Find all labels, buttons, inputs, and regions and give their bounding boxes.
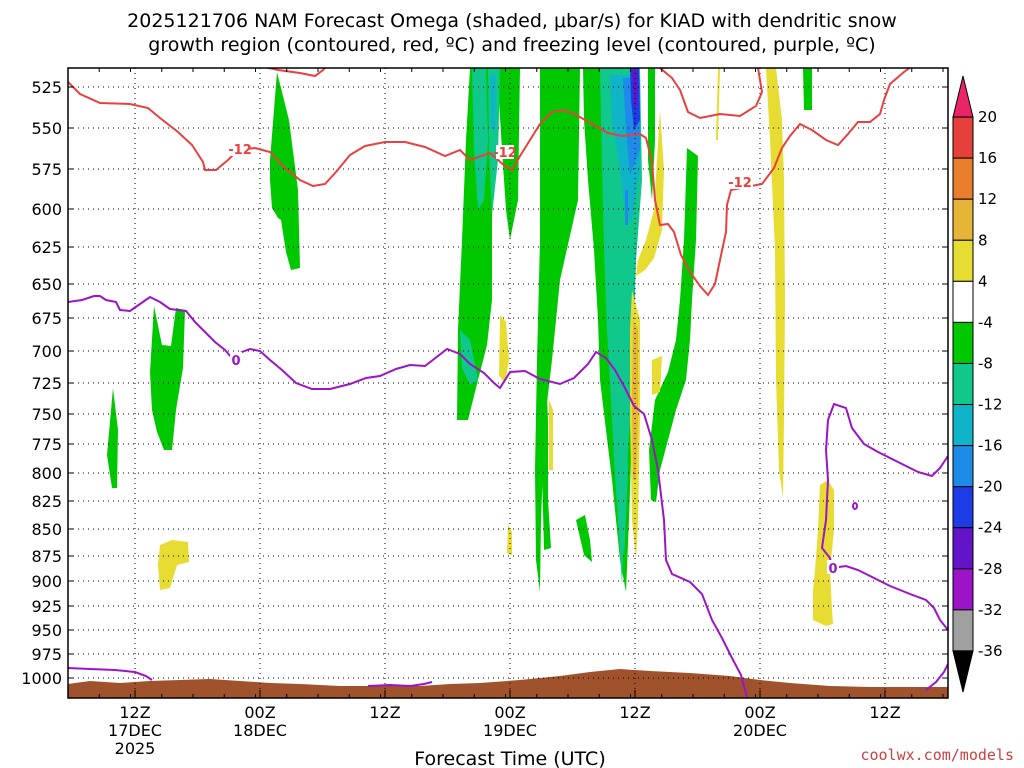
omega-shading-positive [158, 68, 834, 626]
y-tick-label: 550 [31, 119, 62, 138]
colorbar-label: -28 [978, 560, 1003, 578]
y-tick-label: 950 [31, 621, 62, 640]
grid-lines [68, 68, 948, 698]
colorbar-swatch [952, 157, 974, 200]
colorbar-label: -8 [978, 354, 993, 372]
dgz-contour-label-1: -12 [228, 143, 252, 158]
colorbar-label: -24 [978, 519, 1003, 537]
x-tick-label: 20DEC [733, 721, 787, 740]
chart-title-line1: 2025121706 NAM Forecast Omega (shaded, μ… [127, 10, 897, 32]
y-tick-label: 675 [31, 309, 62, 328]
freezing-level-contour-line-right [820, 402, 948, 631]
plot-area: -12 -12 -12 0 0 [68, 68, 948, 698]
colorbar-swatch [952, 445, 974, 488]
y-tick-label: 800 [31, 464, 62, 483]
colorbar-label: -4 [978, 313, 993, 331]
colorbar-label: 8 [978, 231, 988, 249]
x-tick-label: 18DEC [233, 721, 287, 740]
omega-shading-stronger [460, 68, 642, 585]
y-tick-label: 775 [31, 435, 62, 454]
colorbar-label: -32 [978, 601, 1003, 619]
colorbar-label: 20 [978, 108, 997, 126]
y-tick-label: 725 [31, 374, 62, 393]
freezing-contour-label-1: 0 [231, 354, 240, 369]
colorbar-swatch [952, 280, 974, 323]
colorbar-bottom-arrow [952, 650, 974, 693]
y-tick-label: 1000 [21, 669, 62, 688]
freezing-level-contour-line [68, 295, 749, 698]
y-tick-label: 850 [31, 520, 62, 539]
colorbar-top-arrow [952, 75, 974, 118]
y-tick-label: 925 [31, 597, 62, 616]
x-tick-label: 17DEC [108, 721, 162, 740]
terrain-surface [68, 669, 948, 698]
x-tick-label: 00Z [244, 703, 275, 722]
colorbar-label: -20 [978, 478, 1003, 496]
dgz-contour-label-2: -12 [493, 146, 517, 161]
colorbar-swatch [952, 609, 974, 652]
y-tick-label: 600 [31, 200, 62, 219]
colorbar-swatch [952, 486, 974, 529]
y-tick-label: 975 [31, 645, 62, 664]
x-tick-label: 00Z [494, 703, 525, 722]
x-tick-label: 12Z [619, 703, 650, 722]
colorbar-swatch [952, 404, 974, 447]
x-tick-label: 2025 [115, 739, 156, 758]
x-tick-label: 19DEC [483, 721, 537, 740]
dgz-contour-line-upper-2 [659, 68, 764, 120]
chart-title-line2: growth region (contoured, red, ºC) and f… [148, 34, 875, 56]
colorbar-label: -12 [978, 396, 1003, 414]
colorbar-swatch [952, 116, 974, 159]
colorbar-swatch [952, 527, 974, 570]
colorbar-label: -36 [978, 642, 1003, 660]
x-tick-label: 00Z [744, 703, 775, 722]
freezing-level-contour-line-low [68, 667, 153, 681]
y-tick-label: 900 [31, 572, 62, 591]
x-tick-label: 12Z [119, 703, 150, 722]
y-tick-label: 700 [31, 342, 62, 361]
y-tick-label: 575 [31, 160, 62, 179]
colorbar: 20 16 12 8 4 -4 -8 -12 -16 -20 -24 -28 -32 -36 [952, 75, 1003, 693]
colorbar-swatch [952, 362, 974, 406]
y-axis: 525 550 575 600 625 650 675 700 725 750 775 800 825 8… [21, 78, 948, 688]
colorbar-label: 12 [978, 190, 997, 208]
x-tick-label: 12Z [869, 703, 900, 722]
credit-text: coolwx.com/models [860, 746, 1014, 764]
freezing-level-contour-line-low-2 [367, 681, 433, 688]
colorbar-swatch [952, 239, 974, 282]
x-tick-label: 12Z [369, 703, 400, 722]
colorbar-swatch [952, 568, 974, 611]
colorbar-swatch [952, 321, 974, 364]
dgz-contour-line-upper [264, 68, 326, 78]
freezing-contour-label-2: 0 [828, 562, 837, 577]
y-tick-label: 650 [31, 275, 62, 294]
dgz-contour-label-3: -12 [728, 176, 752, 191]
colorbar-label: -16 [978, 437, 1003, 455]
y-tick-label: 750 [31, 405, 62, 424]
colorbar-label: 4 [978, 272, 988, 290]
colorbar-swatch [952, 198, 974, 241]
y-tick-label: 625 [31, 238, 62, 257]
y-tick-label: 525 [31, 78, 62, 97]
freezing-level-contour-line-br [925, 663, 948, 691]
freezing-level-small-closed [852, 502, 858, 510]
y-tick-label: 875 [31, 547, 62, 566]
colorbar-label: 16 [978, 149, 997, 167]
x-axis-label: Forecast Time (UTC) [414, 748, 605, 768]
y-tick-label: 825 [31, 492, 62, 511]
